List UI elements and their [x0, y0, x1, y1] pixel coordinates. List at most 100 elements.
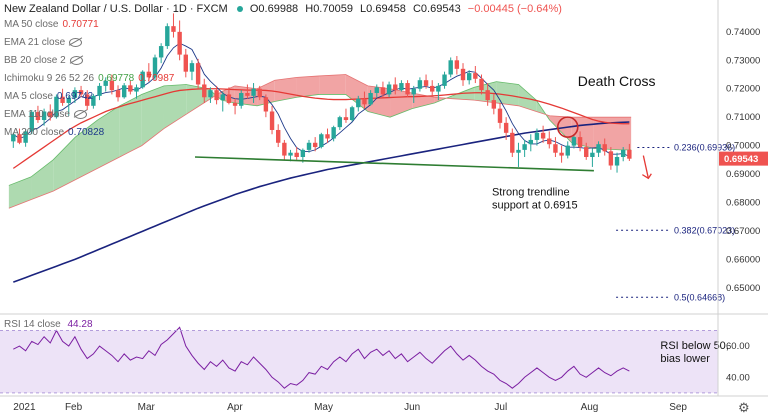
candle-down: [245, 93, 250, 96]
market-status-icon: [236, 6, 243, 13]
candle-down: [263, 97, 269, 112]
price-tick-label: 0.68000: [726, 198, 760, 209]
rsi-annotation-line1: RSI below 50,: [660, 340, 728, 352]
last-price-tag: [719, 151, 768, 166]
time-tick-label: 2021: [13, 402, 36, 413]
legend-item[interactable]: Ichimoku 9 26 52 26 0.69778 0.70987: [4, 73, 174, 85]
candle-down: [393, 84, 398, 91]
legend-item[interactable]: BB 20 close 2: [4, 55, 83, 67]
candle-down: [491, 100, 497, 109]
candle-down: [177, 31, 182, 55]
death-cross-label: Death Cross: [578, 73, 656, 89]
candle-down: [362, 98, 367, 105]
candle-down: [608, 151, 614, 166]
candle-up: [165, 26, 170, 47]
price-tick-label: 0.72000: [726, 84, 760, 95]
candle-down: [584, 147, 589, 157]
support-annotation-line1: Strong trendline: [492, 186, 570, 198]
candle-down: [343, 117, 349, 121]
ma50-line: [12, 88, 630, 169]
candle-up: [331, 127, 336, 139]
candle-down: [60, 96, 65, 103]
hidden-eye-icon[interactable]: [73, 109, 87, 119]
legend-item[interactable]: EMA 110 close: [4, 109, 87, 121]
cloud-segment-bearish: [319, 74, 346, 95]
legend-item-label: MA 50 close: [4, 19, 59, 30]
candle-up: [349, 107, 355, 121]
candle-down: [202, 84, 207, 98]
candle-up: [337, 117, 343, 128]
time-tick-label: Feb: [65, 402, 83, 413]
hidden-eye-icon[interactable]: [69, 55, 83, 65]
candle-up: [528, 139, 533, 145]
cloud-span-b: [8, 74, 632, 209]
candle-down: [460, 68, 466, 81]
candle-up: [251, 88, 256, 96]
candle-up: [411, 88, 416, 95]
support-annotation-line2: support at 0.6915: [492, 199, 578, 211]
candle-down: [276, 129, 281, 143]
candle-up: [134, 87, 139, 92]
ohlc-low: L0.69458: [360, 3, 406, 15]
chart-header: New Zealand Dollar / U.S. Dollar · 1D · …: [4, 3, 566, 15]
time-tick-label: Jun: [404, 402, 420, 413]
ma200-line: [13, 121, 630, 283]
candle-up: [614, 156, 620, 166]
legend-item[interactable]: MA 50 close 0.70771: [4, 19, 99, 31]
ohlc-open: O0.69988: [249, 3, 299, 15]
candle-up: [152, 57, 158, 78]
candle-down: [430, 85, 435, 92]
cloud-segment-bearish: [593, 117, 621, 150]
price-tick-label: 0.66000: [726, 254, 760, 265]
price-tick-label: 0.71000: [726, 112, 760, 123]
rsi-annotation-line2: bias lower: [660, 353, 710, 365]
candle-up: [522, 144, 527, 150]
cloud-segment-bearish: [257, 80, 275, 106]
price-tick-label: 0.70000: [726, 141, 760, 152]
legend-item[interactable]: EMA 21 close: [4, 37, 83, 49]
candle-down: [214, 90, 219, 101]
candle-down: [454, 60, 460, 69]
candle-down: [380, 87, 386, 95]
candle-down: [503, 122, 509, 133]
candle-down: [128, 85, 133, 92]
fib-level-label: 0.5(0.64668): [674, 292, 725, 302]
candle-up: [300, 149, 306, 157]
cloud-segment-bullish: [97, 105, 120, 169]
cloud-segment-bullish: [8, 176, 32, 209]
candle-down: [257, 88, 262, 98]
fib-level-label: 0.236(0.69936): [674, 142, 735, 152]
time-tick-label: Jul: [494, 402, 507, 413]
candle-up: [91, 95, 96, 106]
hidden-eye-icon[interactable]: [69, 37, 83, 47]
candle-down: [479, 78, 484, 91]
symbol-title[interactable]: New Zealand Dollar / U.S. Dollar · 1D · …: [4, 3, 228, 15]
legend-item-value: 0.69742: [56, 91, 94, 102]
rsi-tick-label: 60.00: [726, 341, 750, 352]
rsi-legend[interactable]: RSI 14 close 44.28: [4, 319, 93, 331]
candle-down: [559, 152, 564, 156]
cloud-segment-bullish: [75, 120, 98, 180]
cloud-segment-bearish: [296, 75, 320, 98]
candle-down: [232, 102, 238, 106]
candle-down: [485, 90, 490, 101]
cloud-segment-bearish: [620, 117, 632, 150]
legend-item-value: 0.70771: [62, 19, 99, 30]
gear-icon[interactable]: ⚙: [738, 400, 750, 415]
price-tick-label: 0.65000: [726, 283, 760, 294]
cloud-segment-bullish: [53, 137, 76, 192]
candle-down: [35, 112, 41, 121]
time-tick-label: Apr: [227, 402, 243, 413]
legend-item-label: MA 200 close: [4, 127, 65, 138]
candle-up: [417, 80, 423, 89]
rsi-band: [0, 330, 718, 393]
candle-down: [48, 111, 53, 118]
ohlc-close: C0.69543: [412, 3, 461, 15]
ohlc-high: H0.70059: [305, 3, 353, 15]
legend-item[interactable]: MA 5 close 0.69742: [4, 91, 93, 103]
legend-item[interactable]: MA 200 close 0.70828: [4, 127, 104, 139]
candle-down: [553, 144, 558, 153]
candle-down: [115, 90, 121, 98]
